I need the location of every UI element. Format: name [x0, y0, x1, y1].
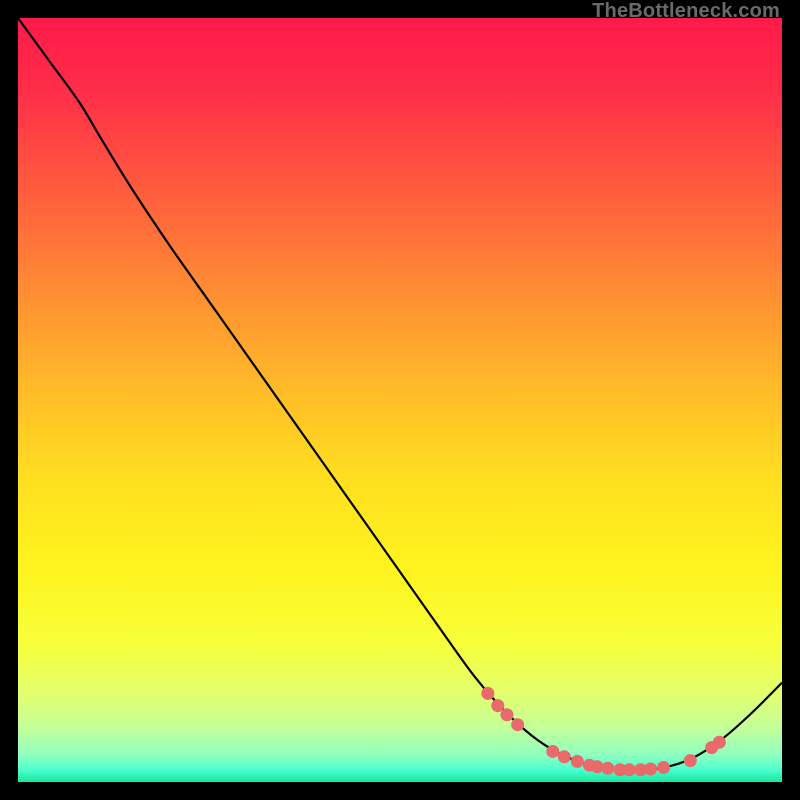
curve-marker — [481, 687, 494, 700]
curve-marker — [644, 763, 657, 776]
curve-marker — [571, 755, 584, 768]
curve-marker — [684, 754, 697, 767]
curve-marker — [511, 718, 524, 731]
curve-markers — [481, 687, 725, 776]
curve-marker — [546, 745, 559, 758]
watermark-text: TheBottleneck.com — [592, 0, 780, 23]
curve-marker — [491, 699, 504, 712]
bottleneck-curve — [18, 18, 782, 770]
plot-area — [18, 18, 782, 782]
curve-marker — [601, 762, 614, 775]
curve-marker — [623, 763, 636, 776]
curve-marker — [500, 708, 513, 721]
curve-marker — [558, 750, 571, 763]
chart-frame: TheBottleneck.com — [0, 0, 800, 800]
curve-layer — [18, 18, 782, 782]
curve-marker — [657, 761, 670, 774]
curve-marker — [713, 736, 726, 749]
